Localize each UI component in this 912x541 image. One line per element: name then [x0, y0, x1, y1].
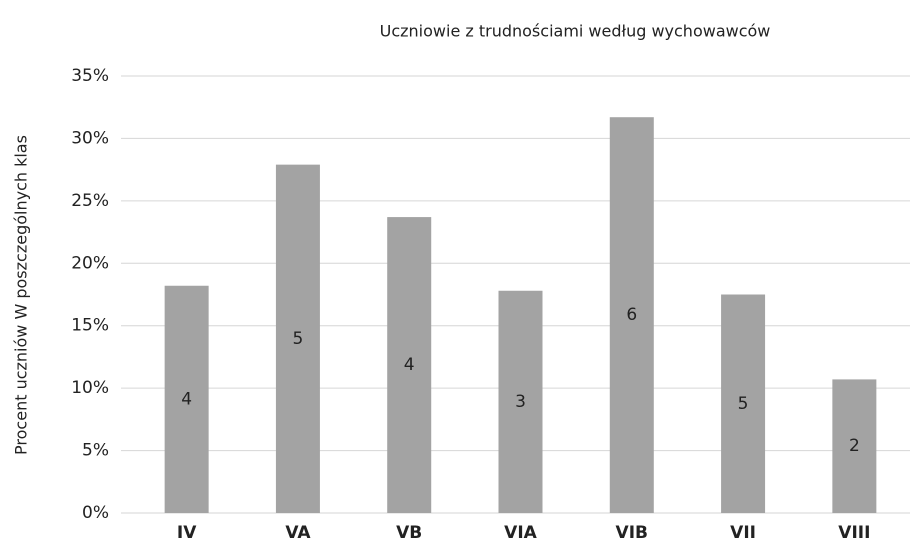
x-tick-label: VIB [616, 523, 648, 541]
x-tick-label: VII [730, 523, 756, 541]
y-axis-label: Procent uczniów W poszczególnych klas [12, 135, 31, 455]
chart-title: Uczniowie z trudnościami według wychowaw… [380, 22, 771, 41]
bar-label: 4 [181, 389, 192, 409]
y-tick-label: 5% [82, 441, 109, 461]
y-tick-label: 35% [71, 66, 109, 86]
bar-label: 5 [738, 394, 749, 414]
bar [387, 217, 432, 514]
bar-label: 2 [849, 436, 860, 456]
x-tick-label: VA [285, 523, 311, 541]
bar [832, 379, 877, 513]
x-tick-label: VIA [504, 523, 537, 541]
x-tick-label: VB [396, 523, 422, 541]
y-tick-label: 30% [71, 128, 109, 148]
bar [164, 285, 209, 513]
x-tick-label: IV [177, 523, 197, 541]
y-tick-label: 20% [71, 253, 109, 273]
bar [275, 164, 320, 514]
bar-label: 3 [515, 392, 526, 412]
x-tick-label: VIII [838, 523, 870, 541]
bar [721, 294, 766, 513]
bar [609, 117, 654, 514]
bar-label: 4 [404, 355, 415, 375]
bar-label: 6 [626, 305, 637, 325]
y-tick-label: 15% [71, 316, 109, 336]
y-tick-label: 10% [71, 378, 109, 398]
bar-label: 5 [293, 329, 304, 349]
y-tick-label: 0% [82, 503, 109, 523]
bar [498, 290, 543, 513]
y-tick-label: 25% [71, 191, 109, 211]
